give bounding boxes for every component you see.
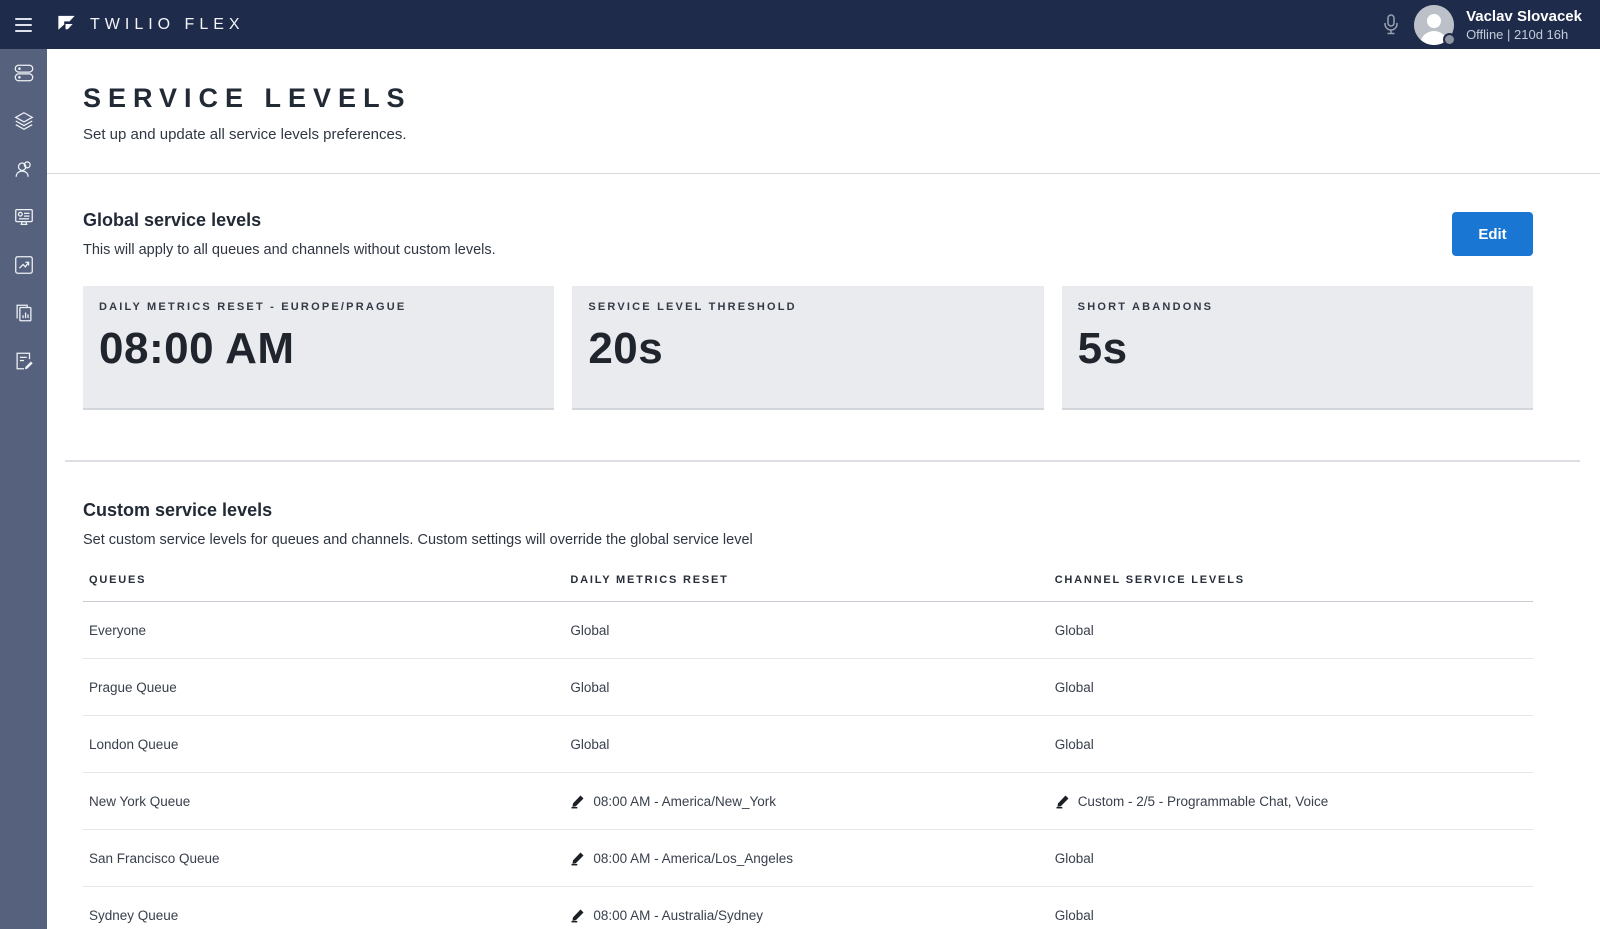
metric-card-service-level-threshold: SERVICE LEVEL THRESHOLD 20s xyxy=(572,286,1043,410)
sidebar-item-reports[interactable] xyxy=(0,289,47,337)
user-avatar[interactable] xyxy=(1414,5,1454,45)
column-header-queues: QUEUES xyxy=(83,574,564,586)
daily-metrics-reset-cell: 08:00 AM - America/New_York xyxy=(564,794,1048,809)
global-section-header: Global service levels This will apply to… xyxy=(83,208,1533,260)
daily-metrics-reset-value: Global xyxy=(570,623,609,638)
metric-card-label: SHORT ABANDONS xyxy=(1078,301,1517,313)
custom-section-description: Set custom service levels for queues and… xyxy=(83,530,1533,550)
queue-name-cell: San Francisco Queue xyxy=(83,851,564,866)
edit-pencil-icon xyxy=(570,908,585,923)
channel-service-levels-value: Global xyxy=(1055,680,1094,695)
global-section-description: This will apply to all queues and channe… xyxy=(83,240,496,260)
daily-metrics-reset-value: Global xyxy=(570,737,609,752)
channel-service-levels-value: Global xyxy=(1055,737,1094,752)
queue-name-cell: Prague Queue xyxy=(83,680,564,695)
custom-section: Custom service levels Set custom service… xyxy=(83,498,1533,929)
daily-metrics-reset-value: 08:00 AM - America/Los_Angeles xyxy=(593,851,793,866)
metric-card-short-abandons: SHORT ABANDONS 5s xyxy=(1062,286,1533,410)
analytics-icon xyxy=(13,254,35,276)
sidebar-item-queues-stats[interactable] xyxy=(0,97,47,145)
custom-section-title: Custom service levels xyxy=(83,498,1533,522)
column-header-channel-service-levels: CHANNEL SERVICE LEVELS xyxy=(1049,574,1533,586)
metric-card-label: DAILY METRICS RESET - EUROPE/PRAGUE xyxy=(99,301,538,313)
channel-service-levels-cell: Global xyxy=(1049,908,1533,923)
channel-service-levels-cell: Global xyxy=(1049,737,1533,752)
channel-service-levels-value: Global xyxy=(1055,908,1094,923)
metric-card-value: 5s xyxy=(1078,323,1517,375)
brand: TWILIO FLEX xyxy=(55,13,245,36)
queues-table-body: Everyone Global Global Prague Queue xyxy=(83,602,1533,929)
teams-view-icon xyxy=(13,158,35,180)
agent-desktop-icon xyxy=(13,62,35,84)
sidebar-item-teams-view[interactable] xyxy=(0,145,47,193)
microphone-icon[interactable] xyxy=(1382,13,1400,37)
admin-dashboard-icon xyxy=(13,206,35,228)
channel-service-levels-value: Global xyxy=(1055,623,1094,638)
channel-service-levels-cell: Global xyxy=(1049,851,1533,866)
queues-table: QUEUES DAILY METRICS RESET CHANNEL SERVI… xyxy=(83,574,1533,929)
edit-button[interactable]: Edit xyxy=(1452,212,1533,256)
metric-card-value: 08:00 AM xyxy=(99,323,538,375)
hamburger-menu-icon[interactable] xyxy=(0,0,47,49)
daily-metrics-reset-cell: 08:00 AM - America/Los_Angeles xyxy=(564,851,1048,866)
assessments-icon xyxy=(13,350,35,372)
metric-card-label: SERVICE LEVEL THRESHOLD xyxy=(588,301,1027,313)
queue-name-cell: Everyone xyxy=(83,623,564,638)
edit-pencil-icon xyxy=(570,851,585,866)
reports-icon xyxy=(13,302,35,324)
table-row[interactable]: London Queue Global Global xyxy=(83,716,1533,773)
daily-metrics-reset-cell: 08:00 AM - Australia/Sydney xyxy=(564,908,1048,923)
metric-card-daily-metrics-reset: DAILY METRICS RESET - EUROPE/PRAGUE 08:0… xyxy=(83,286,554,410)
sidebar-item-analytics[interactable] xyxy=(0,241,47,289)
edit-pencil-icon xyxy=(1055,794,1070,809)
table-row[interactable]: New York Queue 08:00 AM - America/New_Yo… xyxy=(83,773,1533,830)
metric-card-value: 20s xyxy=(588,323,1027,375)
edit-pencil-icon xyxy=(570,794,585,809)
daily-metrics-reset-value: Global xyxy=(570,680,609,695)
header-divider xyxy=(47,173,1600,174)
page-subtitle: Set up and update all service levels pre… xyxy=(83,125,1533,145)
global-section-title: Global service levels xyxy=(83,208,496,232)
user-status: Offline | 210d 16h xyxy=(1466,26,1582,43)
channel-service-levels-value: Custom - 2/5 - Programmable Chat, Voice xyxy=(1078,794,1329,809)
user-name: Vaclav Slovacek xyxy=(1466,7,1582,26)
queue-name-cell: London Queue xyxy=(83,737,564,752)
queue-name-cell: New York Queue xyxy=(83,794,564,809)
sidebar-item-agent-desktop[interactable] xyxy=(0,49,47,97)
table-row[interactable]: Prague Queue Global Global xyxy=(83,659,1533,716)
sidebar-item-assessments[interactable] xyxy=(0,337,47,385)
twilio-flex-logo-icon xyxy=(55,13,78,36)
offline-status-dot xyxy=(1443,33,1456,46)
daily-metrics-reset-value: 08:00 AM - Australia/Sydney xyxy=(593,908,763,923)
column-header-daily-metrics-reset: DAILY METRICS RESET xyxy=(564,574,1048,586)
channel-service-levels-cell: Custom - 2/5 - Programmable Chat, Voice xyxy=(1049,794,1533,809)
topbar: TWILIO FLEX Vaclav Slovacek Offline xyxy=(0,0,1600,49)
channel-service-levels-value: Global xyxy=(1055,851,1094,866)
channel-service-levels-cell: Global xyxy=(1049,623,1533,638)
table-row[interactable]: Everyone Global Global xyxy=(83,602,1533,659)
sidebar xyxy=(0,49,47,929)
daily-metrics-reset-cell: Global xyxy=(564,680,1048,695)
page-title: SERVICE LEVELS xyxy=(83,81,1533,115)
main-content: SERVICE LEVELS Set up and update all ser… xyxy=(47,49,1600,929)
queues-table-header: QUEUES DAILY METRICS RESET CHANNEL SERVI… xyxy=(83,574,1533,602)
queues-stats-icon xyxy=(13,110,35,132)
daily-metrics-reset-cell: Global xyxy=(564,623,1048,638)
daily-metrics-reset-cell: Global xyxy=(564,737,1048,752)
brand-name: TWILIO FLEX xyxy=(90,16,245,34)
global-metric-cards: DAILY METRICS RESET - EUROPE/PRAGUE 08:0… xyxy=(83,286,1533,410)
table-row[interactable]: San Francisco Queue 08:00 AM - America/L… xyxy=(83,830,1533,887)
section-divider xyxy=(65,460,1580,462)
table-row[interactable]: Sydney Queue 08:00 AM - Australia/Sydney… xyxy=(83,887,1533,929)
sidebar-item-admin-dashboard[interactable] xyxy=(0,193,47,241)
daily-metrics-reset-value: 08:00 AM - America/New_York xyxy=(593,794,776,809)
queue-name-cell: Sydney Queue xyxy=(83,908,564,923)
channel-service-levels-cell: Global xyxy=(1049,680,1533,695)
